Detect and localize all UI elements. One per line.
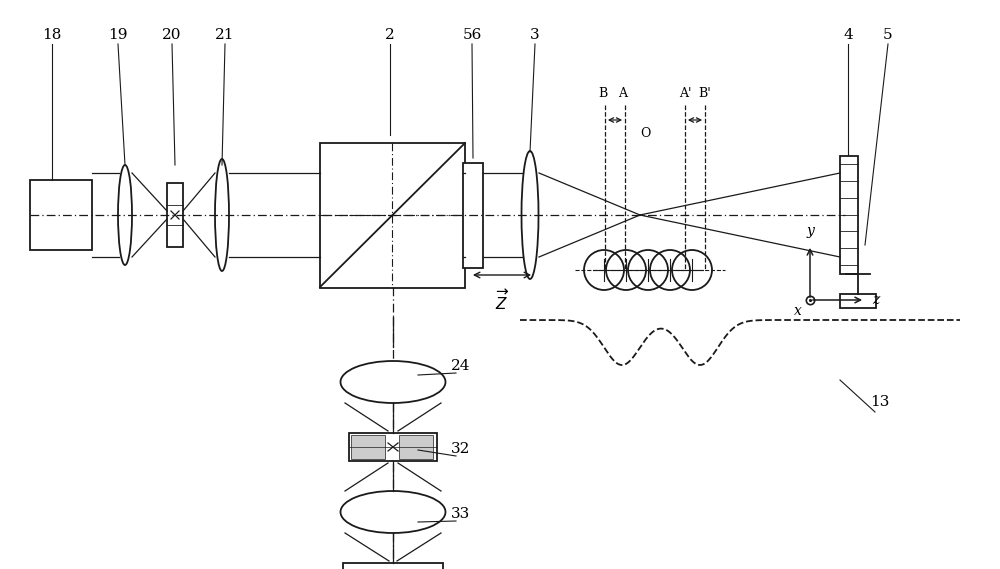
- Text: B: B: [598, 87, 608, 100]
- Text: z: z: [872, 293, 879, 307]
- Text: 18: 18: [42, 28, 62, 42]
- Ellipse shape: [215, 159, 229, 271]
- Ellipse shape: [340, 361, 446, 403]
- Text: 32: 32: [451, 442, 471, 456]
- Text: 2: 2: [385, 28, 395, 42]
- FancyBboxPatch shape: [167, 183, 183, 247]
- FancyBboxPatch shape: [343, 563, 443, 569]
- Text: $\overrightarrow{Z}$: $\overrightarrow{Z}$: [495, 289, 509, 313]
- Ellipse shape: [522, 151, 538, 279]
- FancyBboxPatch shape: [349, 433, 437, 461]
- FancyBboxPatch shape: [320, 143, 465, 288]
- Text: 5: 5: [883, 28, 893, 42]
- Text: 24: 24: [451, 359, 471, 373]
- Text: 21: 21: [215, 28, 235, 42]
- FancyBboxPatch shape: [399, 435, 433, 459]
- Text: 19: 19: [108, 28, 128, 42]
- Text: 13: 13: [870, 395, 890, 409]
- Text: 4: 4: [843, 28, 853, 42]
- Text: A: A: [618, 87, 628, 100]
- Text: 3: 3: [530, 28, 540, 42]
- FancyBboxPatch shape: [840, 156, 858, 274]
- FancyBboxPatch shape: [30, 180, 92, 250]
- Text: 20: 20: [162, 28, 182, 42]
- Text: 56: 56: [462, 28, 482, 42]
- FancyBboxPatch shape: [351, 435, 385, 459]
- Ellipse shape: [340, 491, 446, 533]
- Text: 33: 33: [451, 507, 471, 521]
- Text: O: O: [640, 127, 650, 140]
- Text: B': B': [699, 87, 711, 100]
- Text: x: x: [794, 304, 802, 318]
- Ellipse shape: [118, 165, 132, 265]
- Text: y: y: [806, 224, 814, 238]
- FancyBboxPatch shape: [463, 163, 483, 268]
- Text: A': A': [679, 87, 691, 100]
- FancyBboxPatch shape: [840, 294, 876, 308]
